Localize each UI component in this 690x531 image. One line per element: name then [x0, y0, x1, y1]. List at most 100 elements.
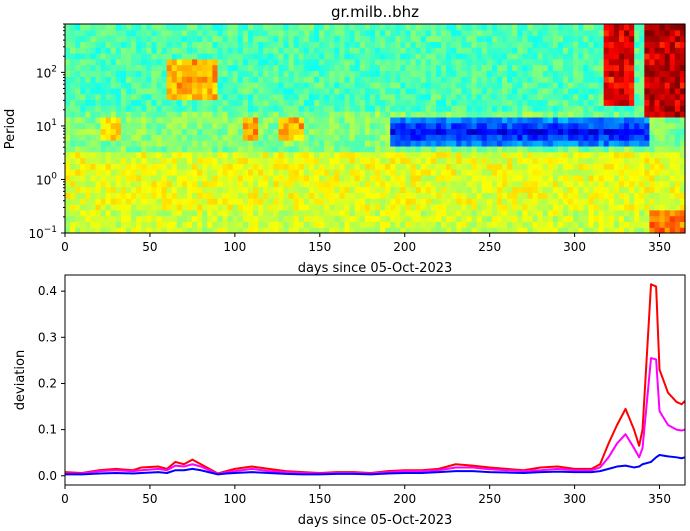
heatmap-cell [227, 99, 234, 106]
heatmap-cell [156, 145, 163, 153]
heatmap-cell [435, 24, 442, 31]
heatmap-cell [258, 163, 264, 170]
heatmap-cell [674, 111, 681, 118]
heatmap-cell [446, 41, 452, 48]
heatmap-cell [136, 128, 142, 135]
heatmap-cell [303, 140, 310, 147]
heatmap-cell [588, 82, 595, 89]
heatmap-cell [441, 116, 447, 124]
heatmap-cell [639, 29, 645, 37]
heatmap-cell [405, 180, 412, 188]
heatmap-cell [430, 53, 437, 60]
heatmap-cell [364, 76, 371, 83]
heatmap-cell [573, 93, 579, 101]
line-x-tick-label: 300 [563, 492, 586, 506]
heatmap-cell [573, 157, 579, 164]
heatmap-cell [369, 163, 376, 170]
heatmap-cell [410, 35, 417, 43]
heatmap-cell [242, 53, 249, 60]
heatmap-cell [552, 76, 559, 83]
heatmap-cell [237, 174, 244, 182]
heatmap-cell [679, 29, 686, 37]
heatmap-cell [278, 198, 285, 205]
heatmap-cell [415, 192, 422, 199]
heatmap-cell [202, 99, 208, 106]
heatmap-cell [649, 111, 656, 118]
heatmap-cell [151, 151, 158, 159]
heatmap-cell [644, 145, 651, 153]
heatmap-cell [481, 134, 488, 141]
heatmap-cell [537, 64, 544, 72]
heatmap-cell [639, 47, 645, 54]
heatmap-cell [425, 215, 432, 222]
heatmap-cell [649, 29, 656, 37]
heatmap-cell [288, 47, 295, 54]
heatmap-cell [420, 93, 427, 101]
heatmap-cell [644, 198, 651, 205]
heatmap-cell [624, 24, 630, 31]
heatmap-cell [298, 215, 305, 222]
heatmap-cell [359, 169, 366, 176]
heatmap-cell [344, 163, 351, 170]
heatmap-cell [314, 169, 320, 176]
heatmap-cell [390, 221, 396, 228]
heatmap-cell [258, 151, 264, 159]
heatmap-cell [349, 64, 356, 72]
heatmap-cell [634, 203, 640, 211]
heatmap-cell [446, 169, 452, 176]
heatmap-cell [507, 29, 513, 37]
heatmap-cell [456, 221, 462, 228]
heatmap-cell [395, 151, 402, 159]
heatmap-cell [283, 209, 290, 217]
heatmap-cell [161, 76, 168, 83]
heatmap-cell [161, 53, 168, 60]
heatmap-cell [319, 82, 325, 89]
heatmap-cell [385, 174, 391, 182]
heatmap-cell [314, 151, 320, 159]
heatmap-cell [217, 140, 224, 147]
heatmap-cell [532, 151, 539, 159]
heatmap-cell [618, 174, 625, 182]
heatmap-cell [425, 163, 432, 170]
heatmap-cell [624, 186, 630, 193]
heatmap-cell [380, 145, 386, 153]
heatmap-cell [593, 227, 600, 234]
heatmap-cell [608, 122, 615, 130]
heatmap-cell [603, 151, 610, 159]
heatmap-cell [314, 82, 320, 89]
heatmap-cell [502, 70, 508, 77]
heatmap-cell [456, 93, 462, 101]
heatmap-cell [420, 180, 427, 188]
heatmap-cell [278, 227, 285, 234]
heatmap-cell [446, 70, 452, 77]
heatmap-cell [141, 140, 147, 147]
heatmap-cell [181, 29, 188, 37]
heatmap-cell [552, 35, 559, 43]
heatmap-cell [369, 145, 376, 153]
heatmap-cell [461, 134, 468, 141]
heatmap-cell [390, 35, 396, 43]
heatmap-cell [75, 82, 81, 89]
heatmap-cell [573, 151, 579, 159]
heatmap-cell [476, 169, 483, 176]
heatmap-cell [110, 53, 117, 60]
heatmap-cell [283, 41, 290, 48]
heatmap-cell [461, 29, 468, 37]
heatmap-cell [517, 174, 523, 182]
heatmap-cell [319, 70, 325, 77]
heatmap-cell [212, 186, 219, 193]
heatmap-cell [247, 215, 254, 222]
heatmap-cell [171, 186, 178, 193]
heatmap-cell [679, 169, 686, 176]
heatmap-cell [512, 221, 518, 228]
heatmap-cell [298, 24, 305, 31]
heatmap-cell [90, 105, 97, 112]
heatmap-cell [629, 215, 635, 222]
heatmap-cell [537, 24, 544, 31]
heatmap-cell [588, 58, 595, 66]
heatmap-cell [314, 134, 320, 141]
heatmap-cell [441, 151, 447, 159]
heatmap-cell [547, 198, 554, 205]
heatmap-cell [583, 151, 590, 159]
heatmap-cell [578, 105, 584, 112]
